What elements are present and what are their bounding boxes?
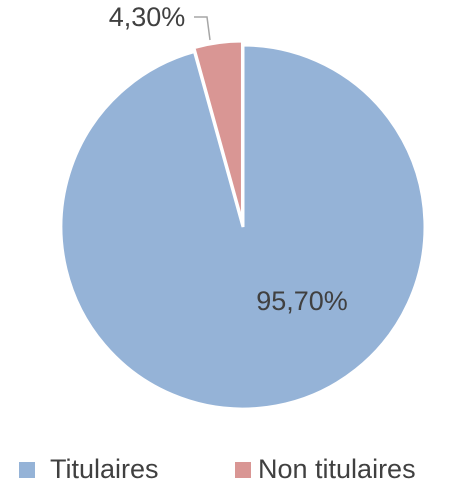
data-label: 95,70%	[256, 286, 348, 316]
pie-slice	[59, 43, 427, 411]
legend-swatch	[235, 462, 251, 478]
data-label: 4,30%	[109, 2, 186, 32]
legend-label: Titulaires	[50, 454, 159, 484]
legend-label: Non titulaires	[258, 454, 416, 484]
legend-swatch	[19, 462, 35, 478]
leader-line	[194, 16, 211, 41]
pie-slice	[192, 39, 244, 224]
